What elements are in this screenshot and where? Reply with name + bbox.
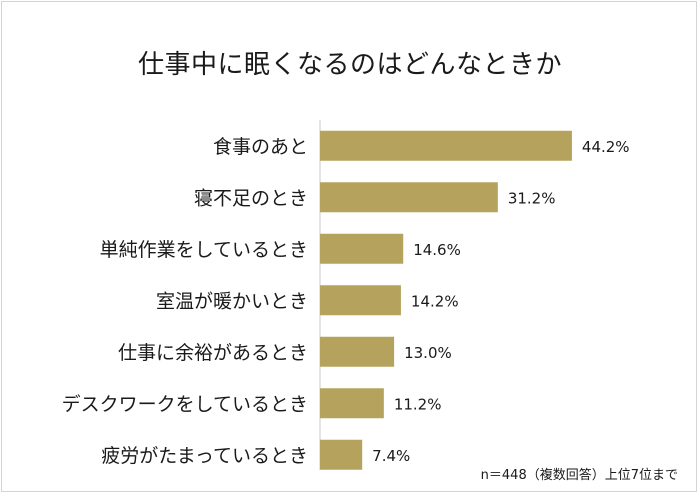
chart-title: 仕事中に眠くなるのはどんなときか [137, 50, 562, 80]
category-label: 寝不足のとき [194, 187, 308, 209]
category-label: 室温が暖かいとき [156, 290, 308, 312]
value-label: 14.2% [411, 292, 459, 310]
category-label: 単純作業をしているとき [100, 239, 308, 261]
bar [320, 285, 401, 316]
value-label: 13.0% [404, 344, 452, 362]
bar [320, 388, 384, 419]
value-label: 7.4% [372, 447, 410, 465]
bar [320, 439, 363, 470]
bar [320, 182, 498, 213]
value-label: 44.2% [582, 138, 630, 156]
footnote: n＝448（複数回答）上位7位まで [480, 468, 678, 483]
category-label: 仕事に余裕があるとき [118, 342, 308, 364]
value-label: 11.2% [394, 395, 442, 413]
category-label: デスクワークをしているとき [62, 393, 308, 415]
category-label: 食事のあと [213, 136, 308, 158]
bar [320, 336, 395, 367]
bar [320, 233, 404, 264]
value-label: 14.6% [413, 241, 461, 259]
value-label: 31.2% [508, 189, 556, 207]
bar [320, 130, 572, 161]
category-label: 疲労がたまっているとき [101, 445, 308, 467]
